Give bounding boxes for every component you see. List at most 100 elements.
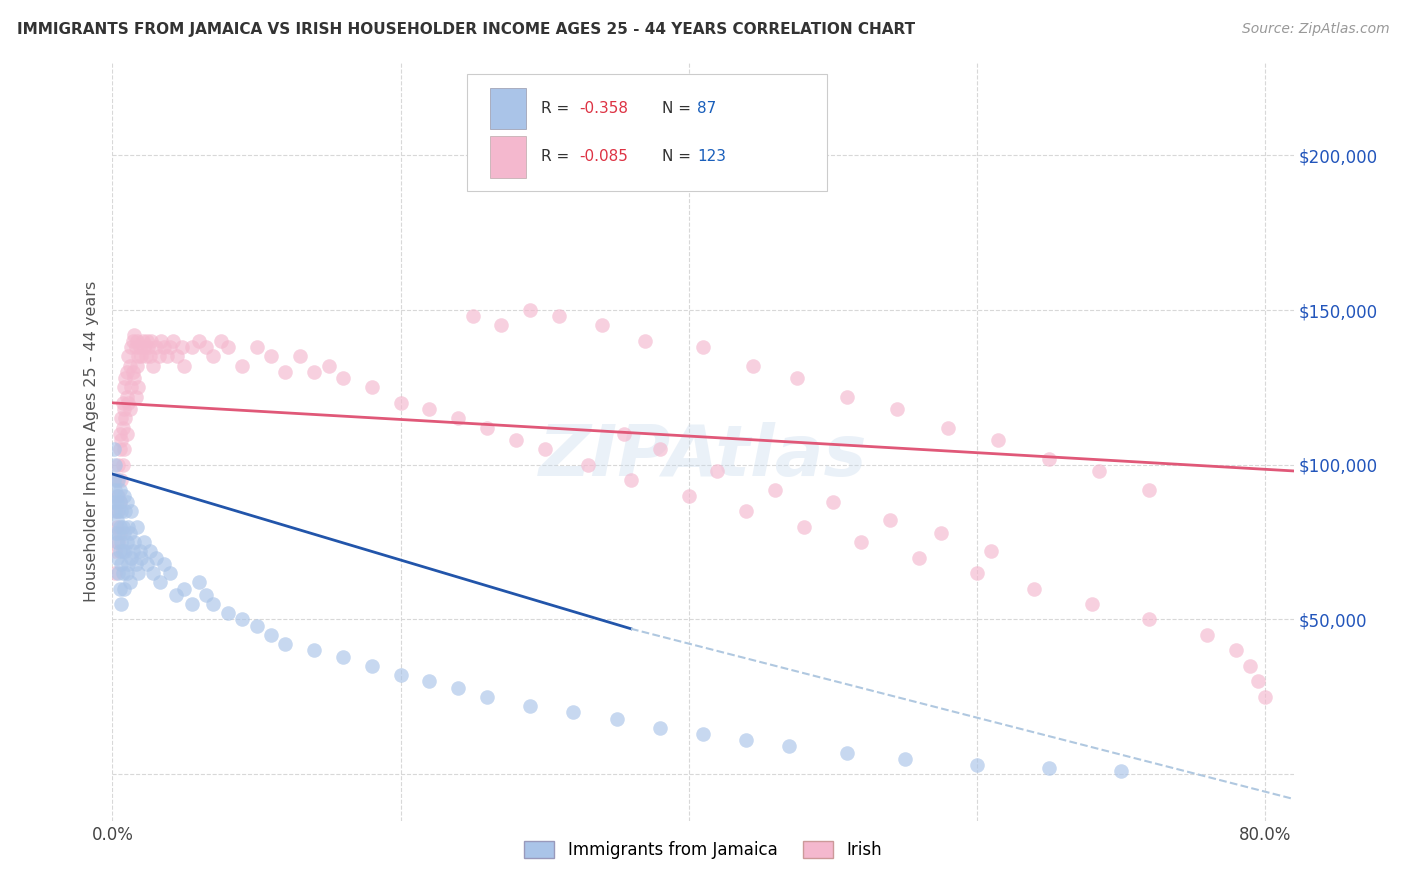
Point [103, 442, 125, 457]
Point [117, 396, 139, 410]
Point [112, 525, 135, 540]
Point [111, 544, 134, 558]
Point [217, 340, 239, 354]
Point [120, 504, 142, 518]
Point [145, 550, 167, 565]
Point [332, 649, 354, 664]
Point [389, 668, 412, 682]
Point [142, 566, 165, 580]
Point [118, 525, 141, 540]
Point [447, 411, 470, 425]
Point [112, 489, 135, 503]
Point [548, 309, 571, 323]
Point [132, 334, 155, 348]
Point [112, 582, 135, 596]
Point [110, 535, 132, 549]
Point [173, 359, 195, 373]
Point [274, 365, 297, 379]
Legend: Immigrants from Jamaica, Irish: Immigrants from Jamaica, Irish [517, 834, 889, 865]
Point [118, 359, 141, 373]
Point [173, 582, 195, 596]
Point [187, 334, 209, 348]
Point [104, 504, 127, 518]
Text: 87: 87 [697, 101, 716, 116]
Point [576, 458, 599, 472]
Point [302, 643, 325, 657]
Point [150, 334, 173, 348]
Y-axis label: Householder Income Ages 25 - 44 years: Householder Income Ages 25 - 44 years [83, 281, 98, 602]
Point [908, 550, 931, 565]
Point [128, 544, 150, 558]
Point [893, 752, 915, 766]
Point [105, 513, 128, 527]
Point [122, 327, 145, 342]
Point [111, 458, 134, 472]
Text: 123: 123 [697, 149, 725, 164]
Point [260, 628, 283, 642]
Point [202, 350, 225, 364]
Point [418, 674, 440, 689]
Point [104, 483, 127, 497]
Point [562, 706, 585, 720]
Point [117, 350, 139, 364]
Point [121, 365, 143, 379]
Point [110, 411, 132, 425]
Point [692, 727, 714, 741]
Point [461, 309, 484, 323]
Point [114, 411, 136, 425]
Point [115, 390, 138, 404]
Point [648, 721, 671, 735]
Point [121, 544, 143, 558]
Point [114, 544, 136, 558]
Point [136, 334, 159, 348]
Point [107, 458, 129, 472]
Point [1024, 582, 1046, 596]
Text: ZIPAtlas: ZIPAtlas [538, 422, 868, 491]
Point [505, 433, 527, 447]
Point [105, 495, 128, 509]
Point [533, 442, 555, 457]
Point [107, 535, 129, 549]
Point [613, 426, 636, 441]
Point [706, 464, 728, 478]
Point [115, 535, 138, 549]
Point [1038, 761, 1060, 775]
Point [107, 473, 129, 487]
Point [148, 350, 170, 364]
Point [591, 318, 613, 333]
Point [879, 513, 901, 527]
Point [987, 433, 1010, 447]
Point [475, 690, 498, 704]
Point [886, 402, 908, 417]
Point [966, 758, 988, 772]
Point [105, 504, 128, 518]
Point [142, 359, 165, 373]
Point [107, 525, 129, 540]
Point [156, 350, 179, 364]
Point [110, 504, 132, 518]
Point [159, 566, 181, 580]
Point [447, 681, 470, 695]
Point [104, 525, 127, 540]
Point [519, 699, 541, 714]
Point [1225, 643, 1247, 657]
Point [115, 495, 138, 509]
Point [678, 489, 700, 503]
Point [980, 544, 1002, 558]
Point [153, 557, 176, 571]
Point [117, 557, 139, 571]
Point [180, 340, 202, 354]
Point [104, 544, 127, 558]
Point [170, 340, 193, 354]
Point [110, 597, 132, 611]
Point [112, 442, 135, 457]
Point [929, 525, 952, 540]
Point [117, 519, 139, 533]
Point [104, 566, 127, 580]
Point [127, 380, 149, 394]
Point [1088, 464, 1111, 478]
Text: -0.358: -0.358 [579, 101, 628, 116]
Point [139, 544, 162, 558]
Point [389, 396, 412, 410]
Point [1197, 628, 1219, 642]
